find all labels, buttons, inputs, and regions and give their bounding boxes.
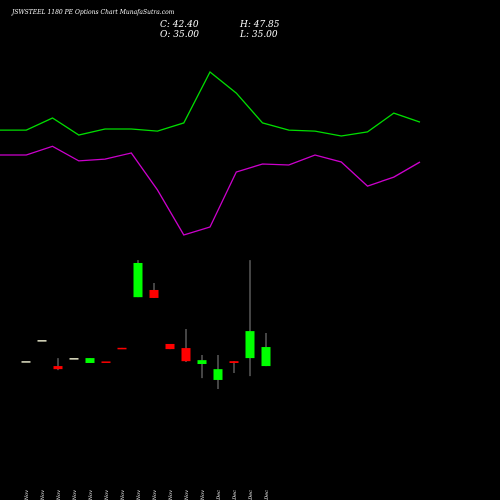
x-tick-label: 02 Dec: [232, 490, 238, 500]
x-tick-label: 07 Nov: [40, 490, 46, 500]
x-tick-label: 01 Dec: [216, 490, 222, 500]
candle-body: [213, 369, 223, 380]
x-tick-label: 17 Nov: [56, 490, 62, 500]
x-tick-label: 04 Dec: [264, 490, 270, 500]
low-label: L: 35.00: [239, 30, 278, 40]
candle-body: [261, 347, 271, 367]
x-tick-label: 28 Nov: [200, 490, 206, 500]
open-label: O: 35.00: [160, 30, 199, 40]
x-tick-label: 03 Dec: [248, 490, 254, 500]
candle-body: [165, 343, 175, 350]
x-tick-label: 20 Nov: [104, 490, 110, 500]
x-tick-label: 25 Nov: [152, 490, 158, 500]
candle-body: [53, 366, 63, 370]
candle-body: [117, 347, 127, 350]
candle-body: [85, 358, 95, 363]
x-tick-label: 06 Nov: [24, 490, 30, 500]
candle-body: [245, 331, 255, 359]
x-tick-label: 21 Nov: [120, 490, 126, 500]
candle-body: [133, 262, 143, 298]
x-tick-label: 18 Nov: [72, 490, 78, 500]
indicator-line: [0, 145, 421, 236]
candle-body: [197, 360, 207, 365]
candle-body: [21, 361, 31, 363]
candle-body: [149, 289, 159, 298]
chart-title: JSWSTEEL 1180 PE Options Chart MunafaSut…: [10, 9, 175, 16]
candle-body: [181, 348, 191, 362]
close-label: C: 42.40: [160, 20, 199, 30]
high-label: H: 47.85: [239, 20, 280, 30]
candle-body: [229, 361, 239, 363]
x-tick-label: 24 Nov: [136, 490, 142, 500]
indicator-line: [0, 70, 421, 137]
candle-body: [101, 361, 111, 363]
x-tick-label: 27 Nov: [184, 490, 190, 500]
x-tick-label: 19 Nov: [88, 490, 94, 500]
candle-body: [37, 340, 47, 342]
candle-body: [69, 358, 79, 360]
x-tick-label: 26 Nov: [168, 490, 174, 500]
